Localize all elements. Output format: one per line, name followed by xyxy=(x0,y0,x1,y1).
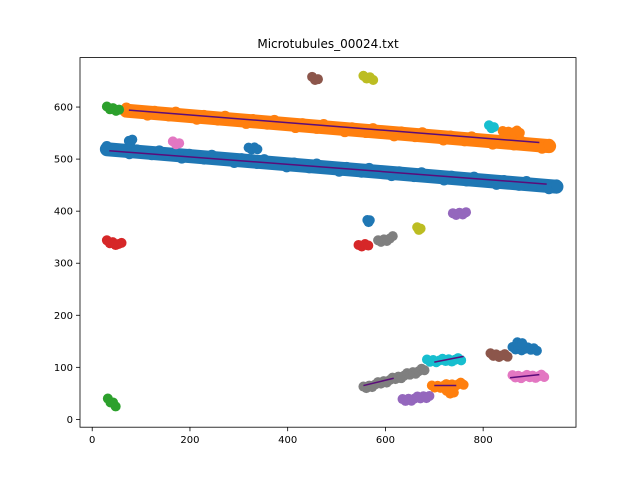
data-point xyxy=(387,231,398,242)
x-axis: 0 200 400 600 800 xyxy=(89,427,493,446)
cluster-16 xyxy=(447,207,472,220)
data-point xyxy=(458,379,469,390)
y-axis: 0 100 200 300 400 500 600 xyxy=(54,103,80,426)
x-tick-label: 200 xyxy=(180,435,199,446)
fit-line xyxy=(509,373,540,379)
cluster-4 xyxy=(497,125,525,139)
fit-line xyxy=(109,150,547,185)
data-point xyxy=(110,401,121,412)
plot-marks xyxy=(99,70,564,412)
data-point xyxy=(127,134,138,145)
data-point xyxy=(448,387,459,398)
fit-line xyxy=(363,377,394,387)
data-point xyxy=(114,104,125,115)
cluster-12 xyxy=(353,239,374,252)
y-tick-label: 300 xyxy=(54,259,73,270)
data-point xyxy=(312,74,323,85)
data-point xyxy=(502,351,513,362)
data-point xyxy=(424,390,435,401)
cluster-10 xyxy=(167,136,185,150)
cluster-7 xyxy=(307,71,323,86)
cluster-2 xyxy=(123,134,138,148)
cluster-22 xyxy=(358,363,430,394)
y-tick-label: 600 xyxy=(54,103,73,114)
data-point xyxy=(415,223,426,234)
fit-lines xyxy=(109,109,547,387)
data-point xyxy=(174,138,185,149)
x-tick-label: 400 xyxy=(278,435,297,446)
cluster-13 xyxy=(362,214,375,228)
data-point xyxy=(461,207,472,218)
data-point xyxy=(364,215,375,226)
data-point xyxy=(543,138,555,150)
data-point xyxy=(514,127,525,138)
cluster-17 xyxy=(485,348,513,362)
data-point xyxy=(550,179,562,191)
cluster-19 xyxy=(512,337,528,350)
chart-title: Microtubules_00024.txt xyxy=(257,37,399,51)
cluster-11 xyxy=(101,235,127,251)
cluster-6 xyxy=(102,393,121,412)
cluster-8 xyxy=(358,70,379,86)
y-tick-label: 500 xyxy=(54,155,73,166)
x-tick-label: 800 xyxy=(474,435,493,446)
fit-line xyxy=(434,355,464,363)
cluster-15 xyxy=(412,222,426,235)
cluster-24 xyxy=(441,385,459,399)
y-tick-label: 200 xyxy=(54,311,73,322)
data-point xyxy=(539,371,550,382)
data-point xyxy=(252,144,263,155)
data-point xyxy=(488,122,499,133)
x-tick-label: 0 xyxy=(89,435,95,446)
cluster-5 xyxy=(101,101,125,116)
cluster-3 xyxy=(243,142,263,155)
fit-line xyxy=(128,109,540,144)
data-point xyxy=(419,365,430,376)
data-point xyxy=(116,237,127,248)
cluster-14 xyxy=(373,231,398,247)
y-tick-label: 100 xyxy=(54,363,73,374)
cluster-9 xyxy=(484,120,499,134)
data-point xyxy=(363,240,374,251)
y-tick-label: 0 xyxy=(67,415,73,426)
x-tick-label: 600 xyxy=(376,435,395,446)
data-point xyxy=(531,345,542,356)
data-point xyxy=(517,338,528,349)
y-tick-label: 400 xyxy=(54,207,73,218)
data-point xyxy=(368,75,379,86)
plot-frame xyxy=(79,57,577,428)
cluster-25 xyxy=(397,390,435,406)
